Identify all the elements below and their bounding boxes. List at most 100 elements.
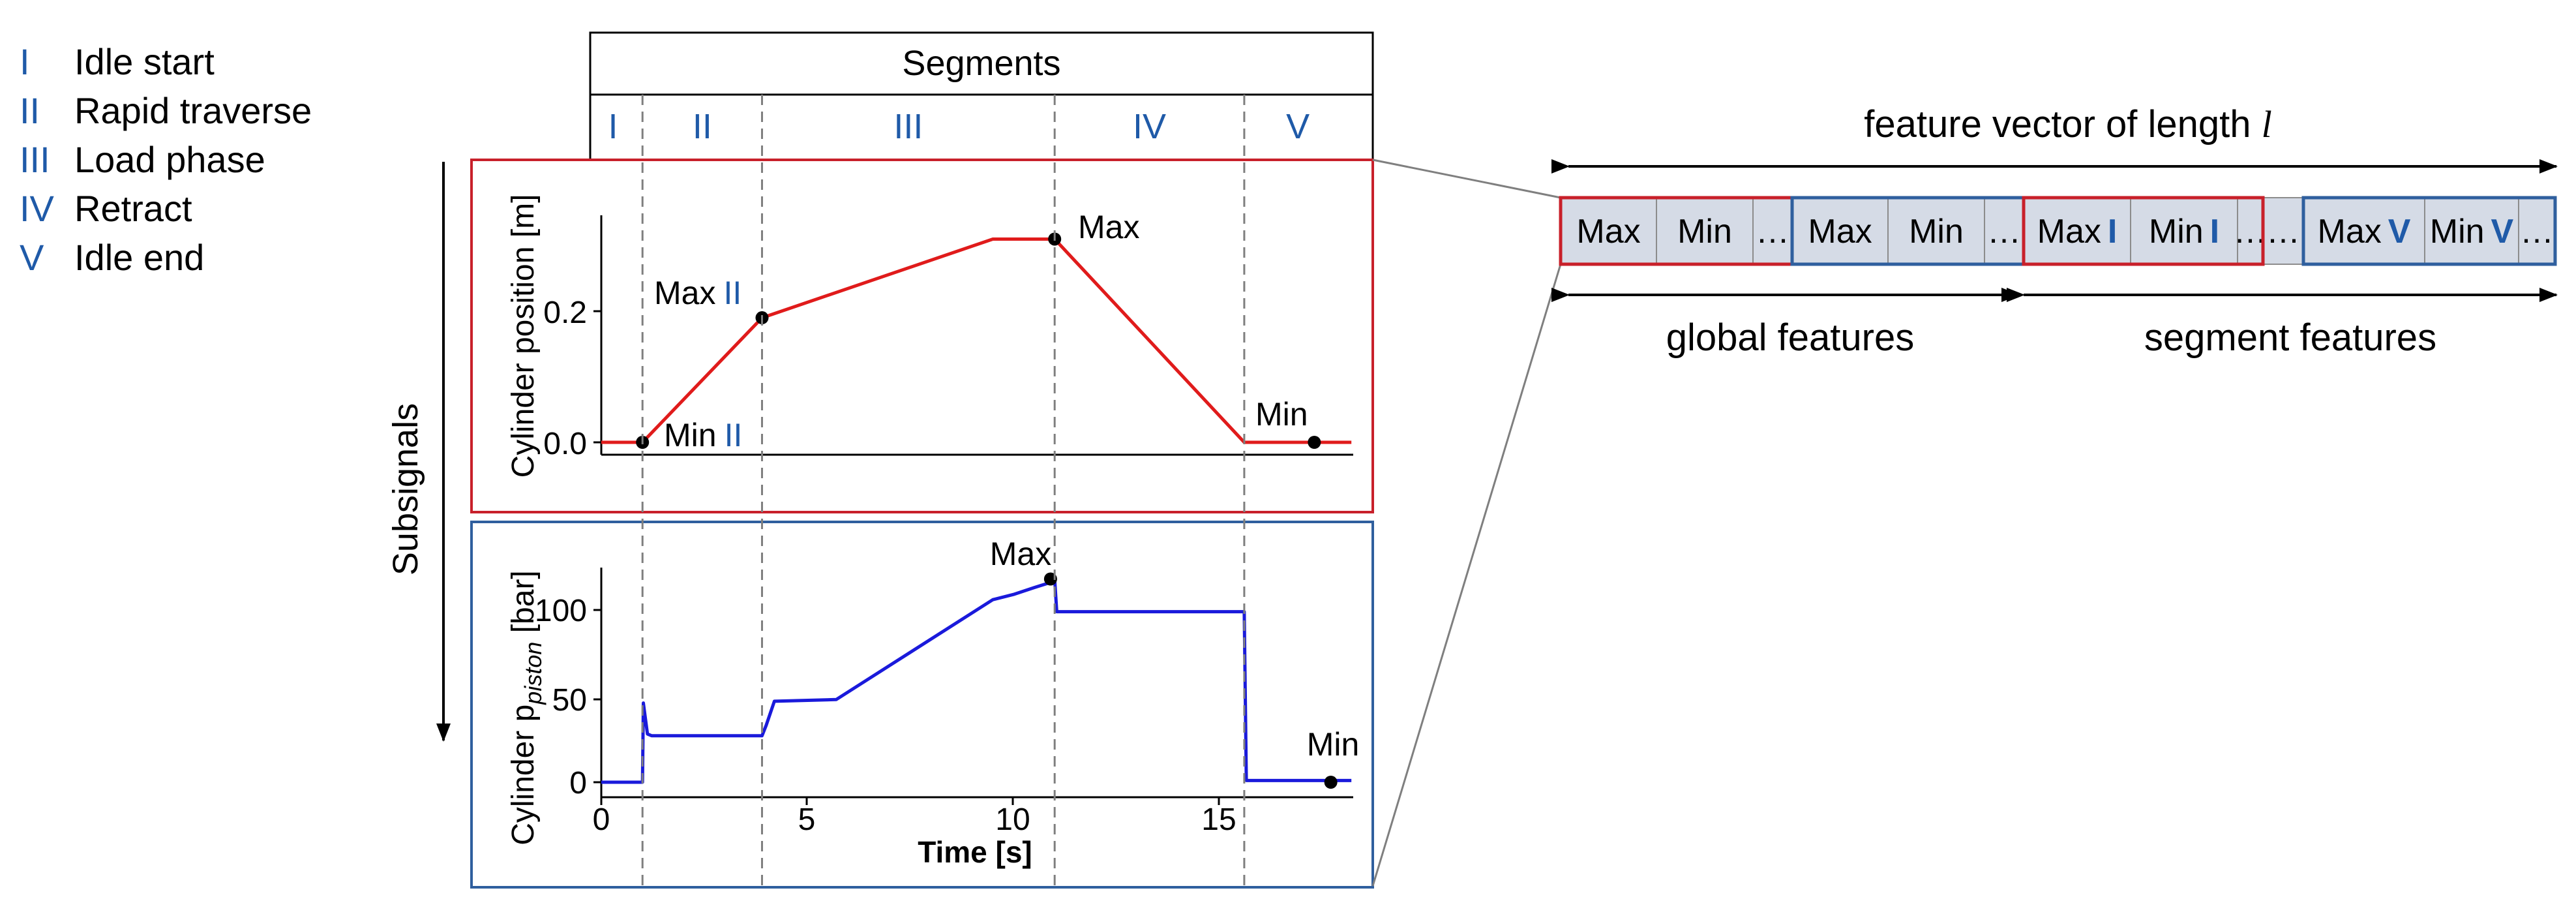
legend-numeral: III xyxy=(20,139,50,180)
extremum-marker xyxy=(1308,436,1321,449)
segment-label-2: II xyxy=(693,107,712,146)
position-y-label: Cylinder position [m] xyxy=(506,194,541,478)
ylabel-unit: [bar] xyxy=(506,570,541,641)
feature-cell-label: Min V xyxy=(2430,213,2514,251)
feature-cell xyxy=(2130,197,2238,265)
feature-cell-text: … xyxy=(1987,213,2021,251)
position-series-line xyxy=(601,237,1352,444)
feature-cell xyxy=(1887,197,1985,265)
legend-item-3: III Load phase xyxy=(20,139,265,180)
segment-label-5: V xyxy=(1286,107,1310,146)
pressure-ytick-label: 100 xyxy=(535,594,587,628)
feature-cell-text: Min xyxy=(1677,213,1732,251)
feature-cell-text: Max xyxy=(1808,213,1872,251)
legend-numeral: V xyxy=(20,237,44,278)
segments-title: Segments xyxy=(902,44,1060,83)
pressure-plot: 0 50 100 0 5 10 15 Time [s] Cylinder ppi… xyxy=(506,536,1359,869)
annotation-numeral: II xyxy=(723,275,741,311)
feature-cell-label: Max V xyxy=(2318,213,2411,251)
legend-label: Idle end xyxy=(74,237,204,278)
feature-cell-label: … xyxy=(1756,213,1790,251)
title-text: feature vector of length xyxy=(1864,103,2261,145)
feature-cell-label: Max I xyxy=(2037,213,2118,251)
feature-vector-title: feature vector of length l xyxy=(1864,103,2272,145)
feature-cell-label: … xyxy=(1987,213,2021,251)
annotation-text: Min xyxy=(664,417,717,453)
feature-vector: feature vector of length l Max Min … Max Min… xyxy=(1551,103,2558,359)
segment-features-label: segment features xyxy=(2144,316,2436,359)
legend-item-2: II Rapid traverse xyxy=(20,90,312,131)
ylabel-subscript: piston xyxy=(520,642,547,705)
position-max-ii-annotation: Max II xyxy=(654,275,741,311)
legend-label: Rapid traverse xyxy=(74,90,312,131)
feature-cell-label: … xyxy=(2520,213,2554,251)
feature-cell-text: Min xyxy=(2430,213,2485,251)
feature-cell xyxy=(2237,197,2264,265)
extremum-marker xyxy=(1324,776,1338,789)
segments-header: Segments I II III IV V xyxy=(589,31,1374,161)
legend-item-1: I Idle start xyxy=(20,41,215,82)
segment-group-blue xyxy=(2301,196,2557,266)
segment-legend: I Idle start II Rapid traverse III Load … xyxy=(20,41,312,278)
legend-label: Load phase xyxy=(74,139,265,180)
pressure-xtick-label: 15 xyxy=(1201,802,1236,837)
legend-item-4: IV Retract xyxy=(20,188,192,229)
subsignals-label: Subsignals xyxy=(386,403,425,575)
legend-numeral: II xyxy=(20,90,40,131)
pressure-panel xyxy=(470,521,1374,889)
legend-numeral: I xyxy=(20,41,30,82)
position-ytick-label: 0.2 xyxy=(543,296,587,330)
segment-group-red xyxy=(2022,196,2265,266)
segment-label-3: III xyxy=(893,107,923,146)
annotation-numeral: II xyxy=(725,417,743,453)
pressure-ticks xyxy=(593,609,1220,805)
legend-item-5: V Idle end xyxy=(20,237,204,278)
pressure-series-line xyxy=(601,577,1352,784)
ylabel-main: Cylinder p xyxy=(506,705,541,845)
position-markers xyxy=(636,232,1321,449)
annotation-text: Max xyxy=(654,275,715,311)
pressure-max-annotation: Max xyxy=(990,536,1051,572)
zoom-line-bottom xyxy=(1371,264,1562,887)
feature-cell-numeral: I xyxy=(2108,213,2117,251)
feature-cell-text: … xyxy=(1756,213,1790,251)
position-min-ii-annotation: Min II xyxy=(664,417,742,453)
feature-cell xyxy=(2262,197,2304,265)
pressure-ytick-label: 0 xyxy=(569,766,587,800)
legend-label: Retract xyxy=(74,188,192,229)
zoom-line-top xyxy=(1372,159,1561,199)
feature-cell-text: … xyxy=(2520,213,2554,251)
pressure-min-annotation: Min xyxy=(1307,726,1360,763)
position-panel xyxy=(470,159,1374,513)
pressure-xtick-label: 0 xyxy=(593,802,610,837)
title-variable: l xyxy=(2262,103,2272,145)
feature-cell-numeral: V xyxy=(2388,213,2411,251)
feature-cell-numeral: V xyxy=(2491,213,2514,251)
feature-cell-label: Max xyxy=(1808,213,1872,251)
feature-cell-label: Min xyxy=(1909,213,1964,251)
position-ytick-label: 0.0 xyxy=(543,427,587,461)
feature-cell-text: Min xyxy=(2149,213,2204,251)
subsignals-axis: Subsignals xyxy=(386,162,451,742)
feature-cells: Max Min… Max Min… Max I Min I…… Max V Min V… xyxy=(1560,197,2556,265)
pressure-ytick-label: 50 xyxy=(552,683,587,718)
feature-cell-text: Max xyxy=(2318,213,2382,251)
pressure-xtick-label: 5 xyxy=(798,802,816,837)
segment-label-1: I xyxy=(608,107,618,146)
feature-cell-text: Max xyxy=(1576,213,1640,251)
segment-label-4: IV xyxy=(1133,107,1166,146)
feature-cell-text: Min xyxy=(1909,213,1964,251)
global-features-label: global features xyxy=(1666,316,1914,359)
feature-cell-label: Max xyxy=(1576,213,1640,251)
position-max-annotation: Max xyxy=(1078,209,1139,245)
feature-cell xyxy=(1560,197,1657,265)
segment-boundaries xyxy=(641,95,1246,886)
pressure-markers xyxy=(1043,572,1338,789)
feature-cell xyxy=(2023,197,2131,265)
pressure-x-label: Time [s] xyxy=(918,835,1032,869)
pressure-xtick-label: 10 xyxy=(995,802,1030,837)
feature-cell-label: Min I xyxy=(2149,213,2219,251)
legend-numeral: IV xyxy=(20,188,55,229)
feature-cell-label: Min xyxy=(1677,213,1732,251)
